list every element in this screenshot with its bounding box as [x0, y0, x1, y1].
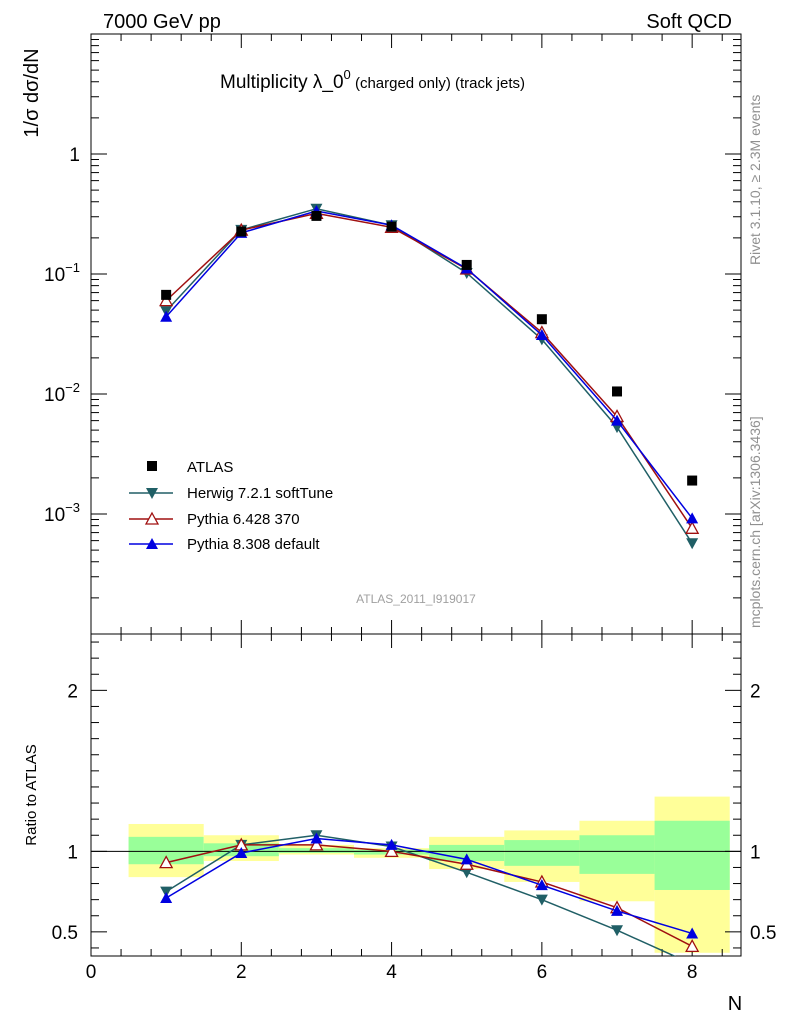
ratio-point-herwig-7-2-1-softtune [535, 894, 548, 906]
ratio-y-tick-label: 0.5 [52, 923, 78, 944]
main-point-pythia-6-428-370 [159, 293, 174, 307]
ratio-point-pythia-6-428-370 [309, 837, 324, 851]
main-point-atlas [161, 289, 172, 300]
main-point-pythia-8-308-default [686, 512, 699, 524]
x-tick-label: 8 [687, 962, 698, 983]
main-point-atlas [461, 259, 472, 270]
main-point-herwig-7-2-1-softtune [686, 538, 699, 550]
ratio-point-pythia-8-308-default [235, 846, 248, 858]
plot-title-main: Multiplicity λ_0 [220, 72, 344, 93]
main-line-herwig-7-2-1-softtune [165, 207, 693, 544]
main-series-atlas [161, 210, 698, 486]
ratio-point-pythia-8-308-default [460, 853, 473, 865]
legend-label-herwig: Herwig 7.2.1 softTune [187, 485, 333, 502]
main-point-atlas [236, 226, 247, 237]
main-point-atlas [612, 386, 623, 397]
legend-label-atlas: ATLAS [187, 459, 233, 476]
main-point-pythia-8-308-default [535, 329, 548, 341]
main-y-tick-exponent: −2 [65, 380, 80, 395]
main-y-tick-label: 10−3 [44, 500, 80, 526]
ratio-point-herwig-7-2-1-softtune [460, 867, 473, 879]
ratio-point-pythia-6-428-370 [159, 855, 174, 869]
watermark: ATLAS_2011_I919017 [356, 592, 476, 606]
main-y-tick-label: 1 [69, 145, 80, 166]
main-y-axis-label: 1/σ dσ/dN [21, 48, 43, 137]
legend-marker-pythia6 [144, 511, 160, 525]
ratio-point-pythia-6-428-370 [384, 843, 399, 857]
ratio-point-pythia-8-308-default [385, 838, 398, 850]
ratio-point-pythia-6-428-370 [685, 938, 700, 952]
main-point-atlas [311, 210, 322, 221]
ratio-line-herwig-7-2-1-softtune [165, 834, 677, 956]
x-tick-label: 0 [86, 962, 97, 983]
legend-label-pythia6: Pythia 6.428 370 [187, 511, 300, 528]
legend: ATLAS Herwig 7.2.1 softTune Pythia 6.428… [129, 459, 333, 553]
ratio-series-herwig-7-2-1-softtune [160, 830, 677, 956]
process-label: Soft QCD [646, 11, 732, 33]
ratio-point-herwig-7-2-1-softtune [611, 925, 624, 937]
ratio-point-pythia-8-308-default [535, 879, 548, 891]
ratio-y-axis-label: Ratio to ATLAS [23, 744, 40, 845]
main-point-atlas [687, 475, 698, 486]
main-y-tick-base: 10 [44, 385, 65, 406]
ratio-y-tick-label-right: 1 [750, 842, 761, 863]
ratio-panel-frame [90, 633, 742, 957]
mcplots-label: mcplots.cern.ch [arXiv:1306.3436] [747, 416, 763, 628]
legend-marker-herwig [146, 488, 158, 499]
main-y-tick-exponent: −1 [65, 260, 80, 275]
rivet-version-label: Rivet 3.1.10, ≥ 2.3M events [747, 95, 763, 265]
ratio-series-group [159, 830, 700, 956]
main-series-group [159, 203, 700, 550]
main-y-tick-base: 1 [69, 145, 80, 166]
main-point-pythia-6-428-370 [685, 520, 700, 534]
main-point-pythia-8-308-default [160, 310, 173, 322]
plot-title-sub: (charged only) (track jets) [351, 75, 525, 92]
main-point-atlas [536, 314, 547, 325]
x-tick-label: 6 [537, 962, 548, 983]
main-y-tick-label: 10−1 [44, 260, 80, 286]
main-line-pythia-8-308-default [165, 210, 693, 519]
main-panel-frame [90, 33, 742, 635]
ratio-band-green [504, 840, 580, 866]
plot-title: Multiplicity λ_00 (charged only) (track … [220, 67, 525, 93]
main-line-pythia-6-428-370 [165, 212, 693, 529]
ratio-band-green [654, 820, 730, 890]
main-y-tick-base: 10 [44, 265, 65, 286]
ratio-band-green [429, 844, 505, 862]
ratio-axes-ticks: 0.5 0.5 1 1 2 2 0 2 4 6 8 [52, 634, 776, 983]
energy-label: 7000 GeV pp [103, 11, 221, 33]
ratio-y-tick-label: 1 [67, 842, 78, 863]
main-y-tick-exponent: −3 [65, 500, 80, 515]
ratio-point-pythia-8-308-default [611, 904, 624, 916]
main-axes-ticks: 110−110−210−3 [44, 34, 741, 635]
ratio-line-pythia-6-428-370 [165, 844, 693, 948]
legend-marker-atlas [147, 461, 157, 471]
main-point-pythia-8-308-default [611, 414, 624, 426]
ratio-y-tick-label: 2 [67, 681, 78, 702]
main-y-tick-label: 10−2 [44, 380, 80, 406]
x-tick-label: 2 [236, 962, 247, 983]
ratio-y-tick-label-right: 2 [750, 681, 761, 702]
ratio-band-green [579, 835, 655, 874]
x-tick-label: 4 [386, 962, 397, 983]
ratio-point-pythia-8-308-default [686, 927, 699, 939]
legend-marker-pythia8 [146, 538, 158, 549]
ratio-line-pythia-8-308-default [165, 837, 693, 935]
ratio-point-pythia-8-308-default [160, 892, 173, 904]
ratio-y-tick-label-right: 0.5 [750, 923, 776, 944]
main-y-tick-base: 10 [44, 505, 65, 526]
ratio-series-pythia-8-308-default [160, 832, 699, 939]
plot-title-sup: 0 [344, 67, 351, 82]
ratio-point-pythia-8-308-default [310, 832, 323, 844]
x-axis-label: N [728, 993, 742, 1015]
legend-label-pythia8: Pythia 8.308 default [187, 536, 320, 553]
main-point-atlas [386, 221, 397, 232]
